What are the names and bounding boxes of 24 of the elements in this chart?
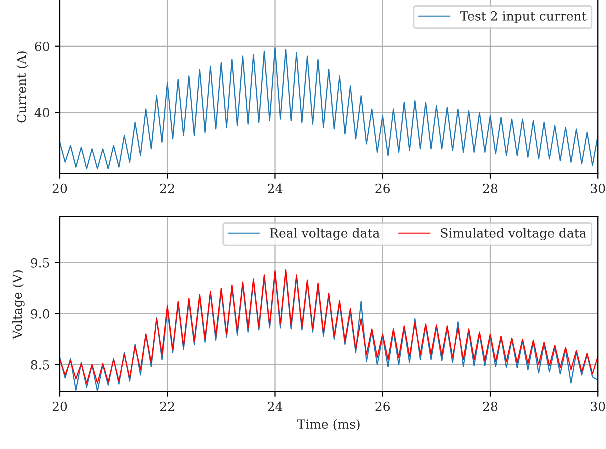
x-axis-title: Time (ms) xyxy=(297,419,360,431)
x-tick-label: 22 xyxy=(160,402,174,412)
x-tick-label: 30 xyxy=(591,402,606,412)
x-tick-label: 24 xyxy=(268,402,283,412)
line-series xyxy=(60,48,598,170)
x-tick-label: 26 xyxy=(376,184,390,194)
legend-label: Simulated voltage data xyxy=(441,228,587,241)
y-tick-label: 40 xyxy=(34,108,50,118)
x-tick-label: 30 xyxy=(591,184,606,194)
x-tick-label: 26 xyxy=(376,402,390,412)
x-tick-label: 20 xyxy=(52,402,68,412)
x-tick-label: 28 xyxy=(483,402,498,412)
y-tick-label: 60 xyxy=(35,42,50,52)
y-tick-label: 9.0 xyxy=(31,309,50,319)
y-axis-title: Current (A) xyxy=(16,52,28,123)
x-tick-label: 20 xyxy=(52,184,68,194)
x-tick-label: 22 xyxy=(160,184,174,194)
y-tick-label: 9.5 xyxy=(31,258,50,268)
legend-label: Test 2 input current xyxy=(460,11,587,24)
legend-label: Real voltage data xyxy=(270,228,380,241)
x-tick-label: 24 xyxy=(268,184,283,194)
y-axis-title: Voltage (V) xyxy=(12,270,25,340)
y-tick-label: 8.5 xyxy=(31,360,50,370)
x-tick-label: 28 xyxy=(483,184,498,194)
